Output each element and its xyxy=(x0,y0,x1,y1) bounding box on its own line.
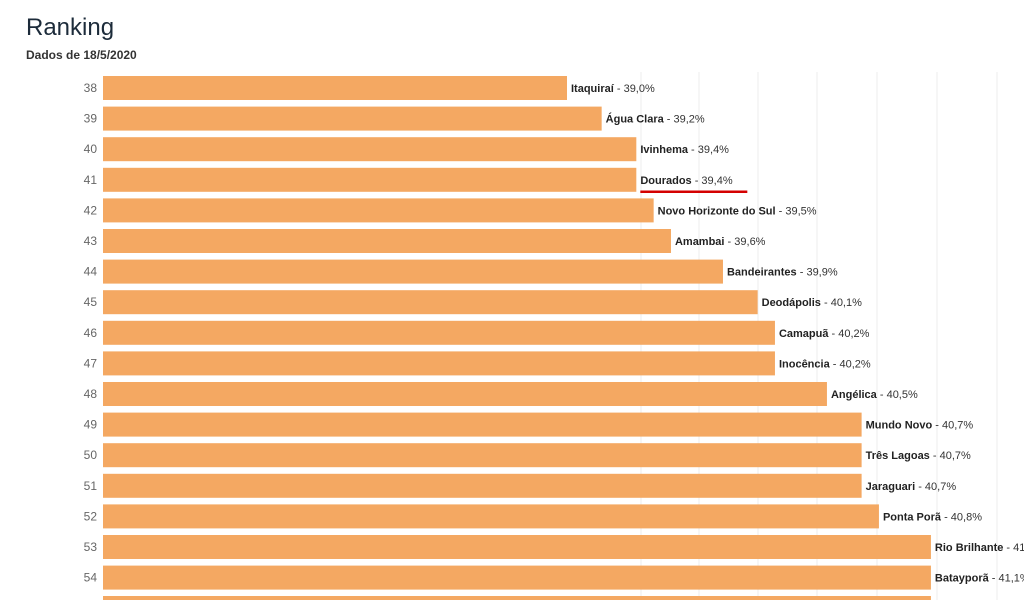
rank-label: 39 xyxy=(84,112,98,126)
rank-label: 38 xyxy=(84,81,98,95)
bar xyxy=(103,382,827,406)
category-label: Ivinhema xyxy=(640,144,689,156)
bar-label: Inocência - 40,2% xyxy=(779,358,871,370)
bar-label: Ivinhema - 39,4% xyxy=(640,144,729,156)
value-label: - 40,8% xyxy=(941,511,982,523)
rank-label: 51 xyxy=(84,479,98,493)
bar xyxy=(103,198,654,223)
category-label: Água Clara xyxy=(606,113,665,126)
bar xyxy=(103,76,567,100)
bar xyxy=(103,290,758,315)
bar xyxy=(103,320,775,345)
category-label: Batayporã xyxy=(935,573,990,585)
bar-label: Camapuã - 40,2% xyxy=(779,328,870,340)
value-label: - 41,1% xyxy=(1003,542,1024,554)
value-label: - 40,2% xyxy=(830,358,871,370)
category-label: Três Lagoas xyxy=(866,450,930,462)
category-label: Amambai xyxy=(675,236,725,248)
bar xyxy=(103,565,931,590)
rank-label: 44 xyxy=(84,265,98,279)
value-label: - 40,2% xyxy=(828,328,869,340)
category-label: Novo Horizonte do Sul xyxy=(658,205,776,217)
bar-label: Angélica - 40,5% xyxy=(831,389,918,401)
rank-label: 52 xyxy=(84,509,98,523)
bar-label: Ponta Porã - 40,8% xyxy=(883,511,982,523)
bar xyxy=(103,259,723,284)
value-label: - 39,4% xyxy=(688,144,729,156)
rank-label: 43 xyxy=(84,234,98,248)
bar xyxy=(103,473,862,498)
rank-label: 54 xyxy=(84,571,98,585)
rank-label: 50 xyxy=(84,448,98,462)
category-label: Angélica xyxy=(831,389,878,401)
bar xyxy=(103,229,671,253)
bar-label: Batayporã - 41,1% xyxy=(935,573,1024,585)
rank-label: 40 xyxy=(84,142,98,156)
category-label: Itaquiraí xyxy=(571,83,615,95)
bar xyxy=(103,167,637,192)
category-label: Mundo Novo xyxy=(866,420,933,432)
bar-label: Amambai - 39,6% xyxy=(675,236,766,248)
value-label: - 41,1% xyxy=(989,573,1024,585)
bar-label: Novo Horizonte do Sul - 39,5% xyxy=(658,205,817,217)
bar xyxy=(103,504,879,529)
chart-subtitle: Dados de 18/5/2020 xyxy=(26,48,137,62)
value-label: - 40,1% xyxy=(821,297,862,309)
rank-label: 46 xyxy=(84,326,98,340)
rank-label: 42 xyxy=(84,203,98,217)
value-label: - 39,5% xyxy=(776,205,817,217)
value-label: - 39,4% xyxy=(692,175,733,187)
bar-label: Jaraguari - 40,7% xyxy=(866,481,957,493)
value-label: - 39,6% xyxy=(725,236,766,248)
category-label: Deodápolis xyxy=(762,297,821,309)
bar-label: Mundo Novo - 40,7% xyxy=(866,420,974,432)
value-label: - 40,7% xyxy=(930,450,971,462)
category-label: Ponta Porã xyxy=(883,511,942,523)
bar-label: Dourados - 39,4% xyxy=(640,175,733,187)
bar-label: Itaquiraí - 39,0% xyxy=(571,83,655,95)
rank-label: 41 xyxy=(84,173,98,187)
rank-label: 53 xyxy=(84,540,98,554)
rank-label: 45 xyxy=(84,295,98,309)
rank-label: 48 xyxy=(84,387,98,401)
bar xyxy=(103,106,602,131)
bar-label: Três Lagoas - 40,7% xyxy=(866,450,971,462)
category-label: Jaraguari xyxy=(866,481,916,493)
value-label: - 40,5% xyxy=(877,389,918,401)
value-label: - 39,2% xyxy=(664,114,705,126)
bar-label: Bandeirantes - 39,9% xyxy=(727,267,838,279)
category-label: Bandeirantes xyxy=(727,267,797,279)
chart-title: Ranking xyxy=(26,14,115,41)
rank-label: 49 xyxy=(84,418,98,432)
category-label: Camapuã xyxy=(779,328,829,340)
rank-label: 47 xyxy=(84,356,98,370)
bar-label: Rio Brilhante - 41,1% xyxy=(935,542,1024,554)
bar xyxy=(103,412,862,437)
bar xyxy=(103,443,862,468)
bar xyxy=(103,351,775,376)
category-label: Rio Brilhante xyxy=(935,542,1003,554)
category-label: Inocência xyxy=(779,358,831,370)
value-label: - 39,0% xyxy=(614,83,655,95)
value-label: - 39,9% xyxy=(797,267,838,279)
bar xyxy=(103,137,637,162)
category-label: Dourados xyxy=(640,175,691,187)
bar xyxy=(103,535,931,559)
bar-partial xyxy=(103,596,931,600)
bar-label: Deodápolis - 40,1% xyxy=(762,297,862,309)
bars: 38 Itaquiraí - 39,0% 39 Água Clara - 39,2% 4… xyxy=(84,76,1024,600)
value-label: - 40,7% xyxy=(915,481,956,493)
value-label: - 40,7% xyxy=(932,420,973,432)
bar-label: Água Clara - 39,2% xyxy=(606,113,705,126)
